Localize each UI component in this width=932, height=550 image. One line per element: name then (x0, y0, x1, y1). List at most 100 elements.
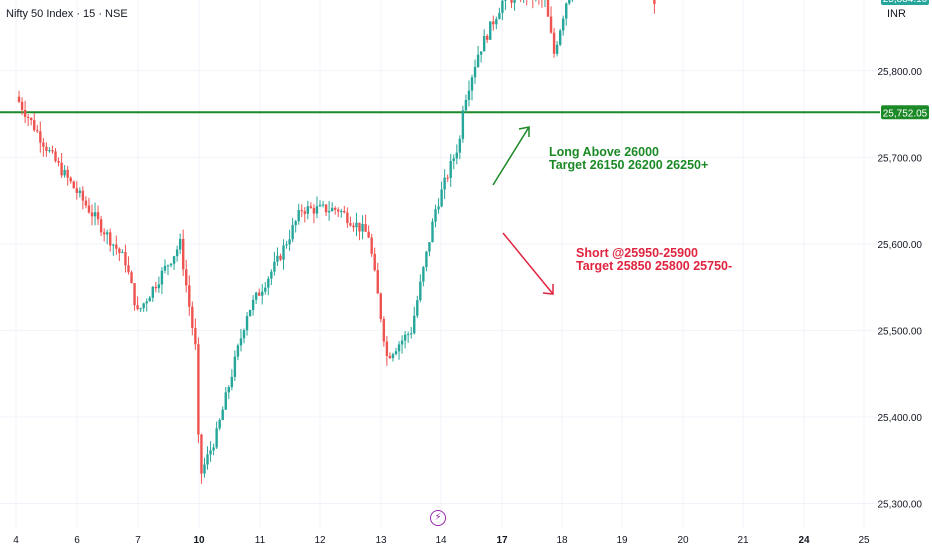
candle-body (157, 284, 161, 289)
candle-body (151, 286, 154, 298)
candle-body (549, 16, 553, 33)
candle-body (558, 30, 562, 45)
candle-body (437, 206, 440, 210)
candle-body (513, 0, 516, 3)
candle-body (236, 345, 240, 357)
candle-body (552, 32, 556, 54)
candle-body (188, 285, 191, 307)
candle-body (209, 450, 212, 455)
candle-body (406, 334, 410, 336)
candle-body (479, 51, 483, 55)
lightning-bolt-icon[interactable]: ⚡ (430, 510, 446, 526)
price-axis: 26,252.1026,001.8525,951.6025,752.0525,8… (878, 0, 929, 511)
candle-body (270, 271, 273, 279)
short-arrow (502, 232, 554, 295)
x-tick-label: 20 (677, 535, 689, 546)
candle-body (227, 387, 230, 393)
candle-body (172, 256, 176, 264)
candle-body (373, 253, 376, 271)
candle-body (300, 210, 303, 212)
x-tick-label: 24 (798, 535, 810, 546)
candle-body (400, 340, 404, 345)
candle-body (555, 44, 559, 54)
candle-body (306, 206, 310, 214)
candle-body (461, 110, 465, 139)
candle-body (45, 146, 48, 151)
candle-body (102, 232, 106, 235)
long-annotation-line2: Target 26150 26200 26250+ (549, 158, 709, 172)
candle-body (379, 293, 382, 320)
candle-body (419, 281, 422, 301)
candle-body (197, 344, 200, 435)
candle-body (251, 299, 255, 310)
candle-body (309, 206, 313, 208)
candle-body (69, 177, 72, 182)
candle-body (245, 316, 249, 331)
candle-body (239, 338, 243, 346)
candle-body (349, 223, 352, 226)
candle-body (443, 177, 446, 190)
x-tick-label: 12 (314, 535, 326, 546)
candle-body (312, 207, 316, 214)
candle-body (127, 265, 130, 273)
candle-body (410, 333, 413, 335)
x-tick-label: 7 (135, 535, 141, 546)
candle-body (121, 252, 124, 254)
candle-body (78, 190, 82, 193)
candle-body (546, 0, 550, 17)
x-tick-label: 19 (616, 535, 628, 546)
candle-body (130, 272, 133, 284)
candle-body (370, 237, 373, 254)
candle-body (248, 309, 252, 317)
candle-body (185, 269, 188, 286)
candle-body (565, 3, 568, 19)
candle-body (482, 35, 486, 52)
y-tick-label: 25,700.00 (878, 153, 923, 164)
candle-body (60, 162, 63, 176)
candle-body (93, 212, 97, 217)
candle-body (276, 255, 279, 262)
candle-body (352, 225, 355, 228)
candle-body (324, 204, 328, 213)
candle-body (224, 392, 227, 410)
candle-body (510, 0, 513, 3)
candle-body (285, 244, 288, 246)
candle-body (112, 244, 115, 246)
x-tick-label: 14 (435, 535, 447, 546)
candle-body (315, 206, 319, 214)
direction-arrows (492, 126, 554, 295)
last-price-label: 25,884.10 (883, 0, 928, 5)
candle-body (288, 239, 291, 245)
candle-body (258, 292, 261, 296)
candle-body (504, 0, 507, 1)
x-tick-label: 10 (193, 535, 205, 546)
short-annotation[interactable]: Short @25950-25900 Target 25850 25800 25… (576, 247, 732, 273)
candle-body (355, 222, 358, 228)
candle-body (282, 245, 285, 260)
candle-body (568, 0, 571, 4)
long-annotation[interactable]: Long Above 26000 Target 26150 26200 2625… (549, 146, 708, 172)
x-tick-label: 11 (255, 535, 266, 546)
candle-body (467, 90, 471, 100)
candle-body (206, 454, 209, 465)
candle-body (118, 248, 121, 253)
candle-body (215, 428, 218, 448)
candle-body (160, 270, 164, 285)
candle-body (136, 305, 139, 310)
candle-body (464, 99, 468, 111)
candle-body (428, 242, 431, 252)
long-arrow (492, 126, 530, 186)
candle-body (148, 297, 151, 302)
x-tick-label: 6 (74, 535, 80, 546)
candle-body (182, 238, 185, 270)
currency-label[interactable]: INR (887, 8, 906, 20)
grid (0, 0, 880, 528)
x-tick-label: 13 (375, 535, 387, 546)
candle-body (449, 161, 452, 178)
candle-body (452, 158, 455, 162)
candle-body (254, 292, 258, 300)
symbol-title[interactable]: Nifty 50 Index · 15 · NSE (6, 8, 128, 20)
candle-body (364, 224, 367, 232)
candle-body (267, 278, 270, 288)
